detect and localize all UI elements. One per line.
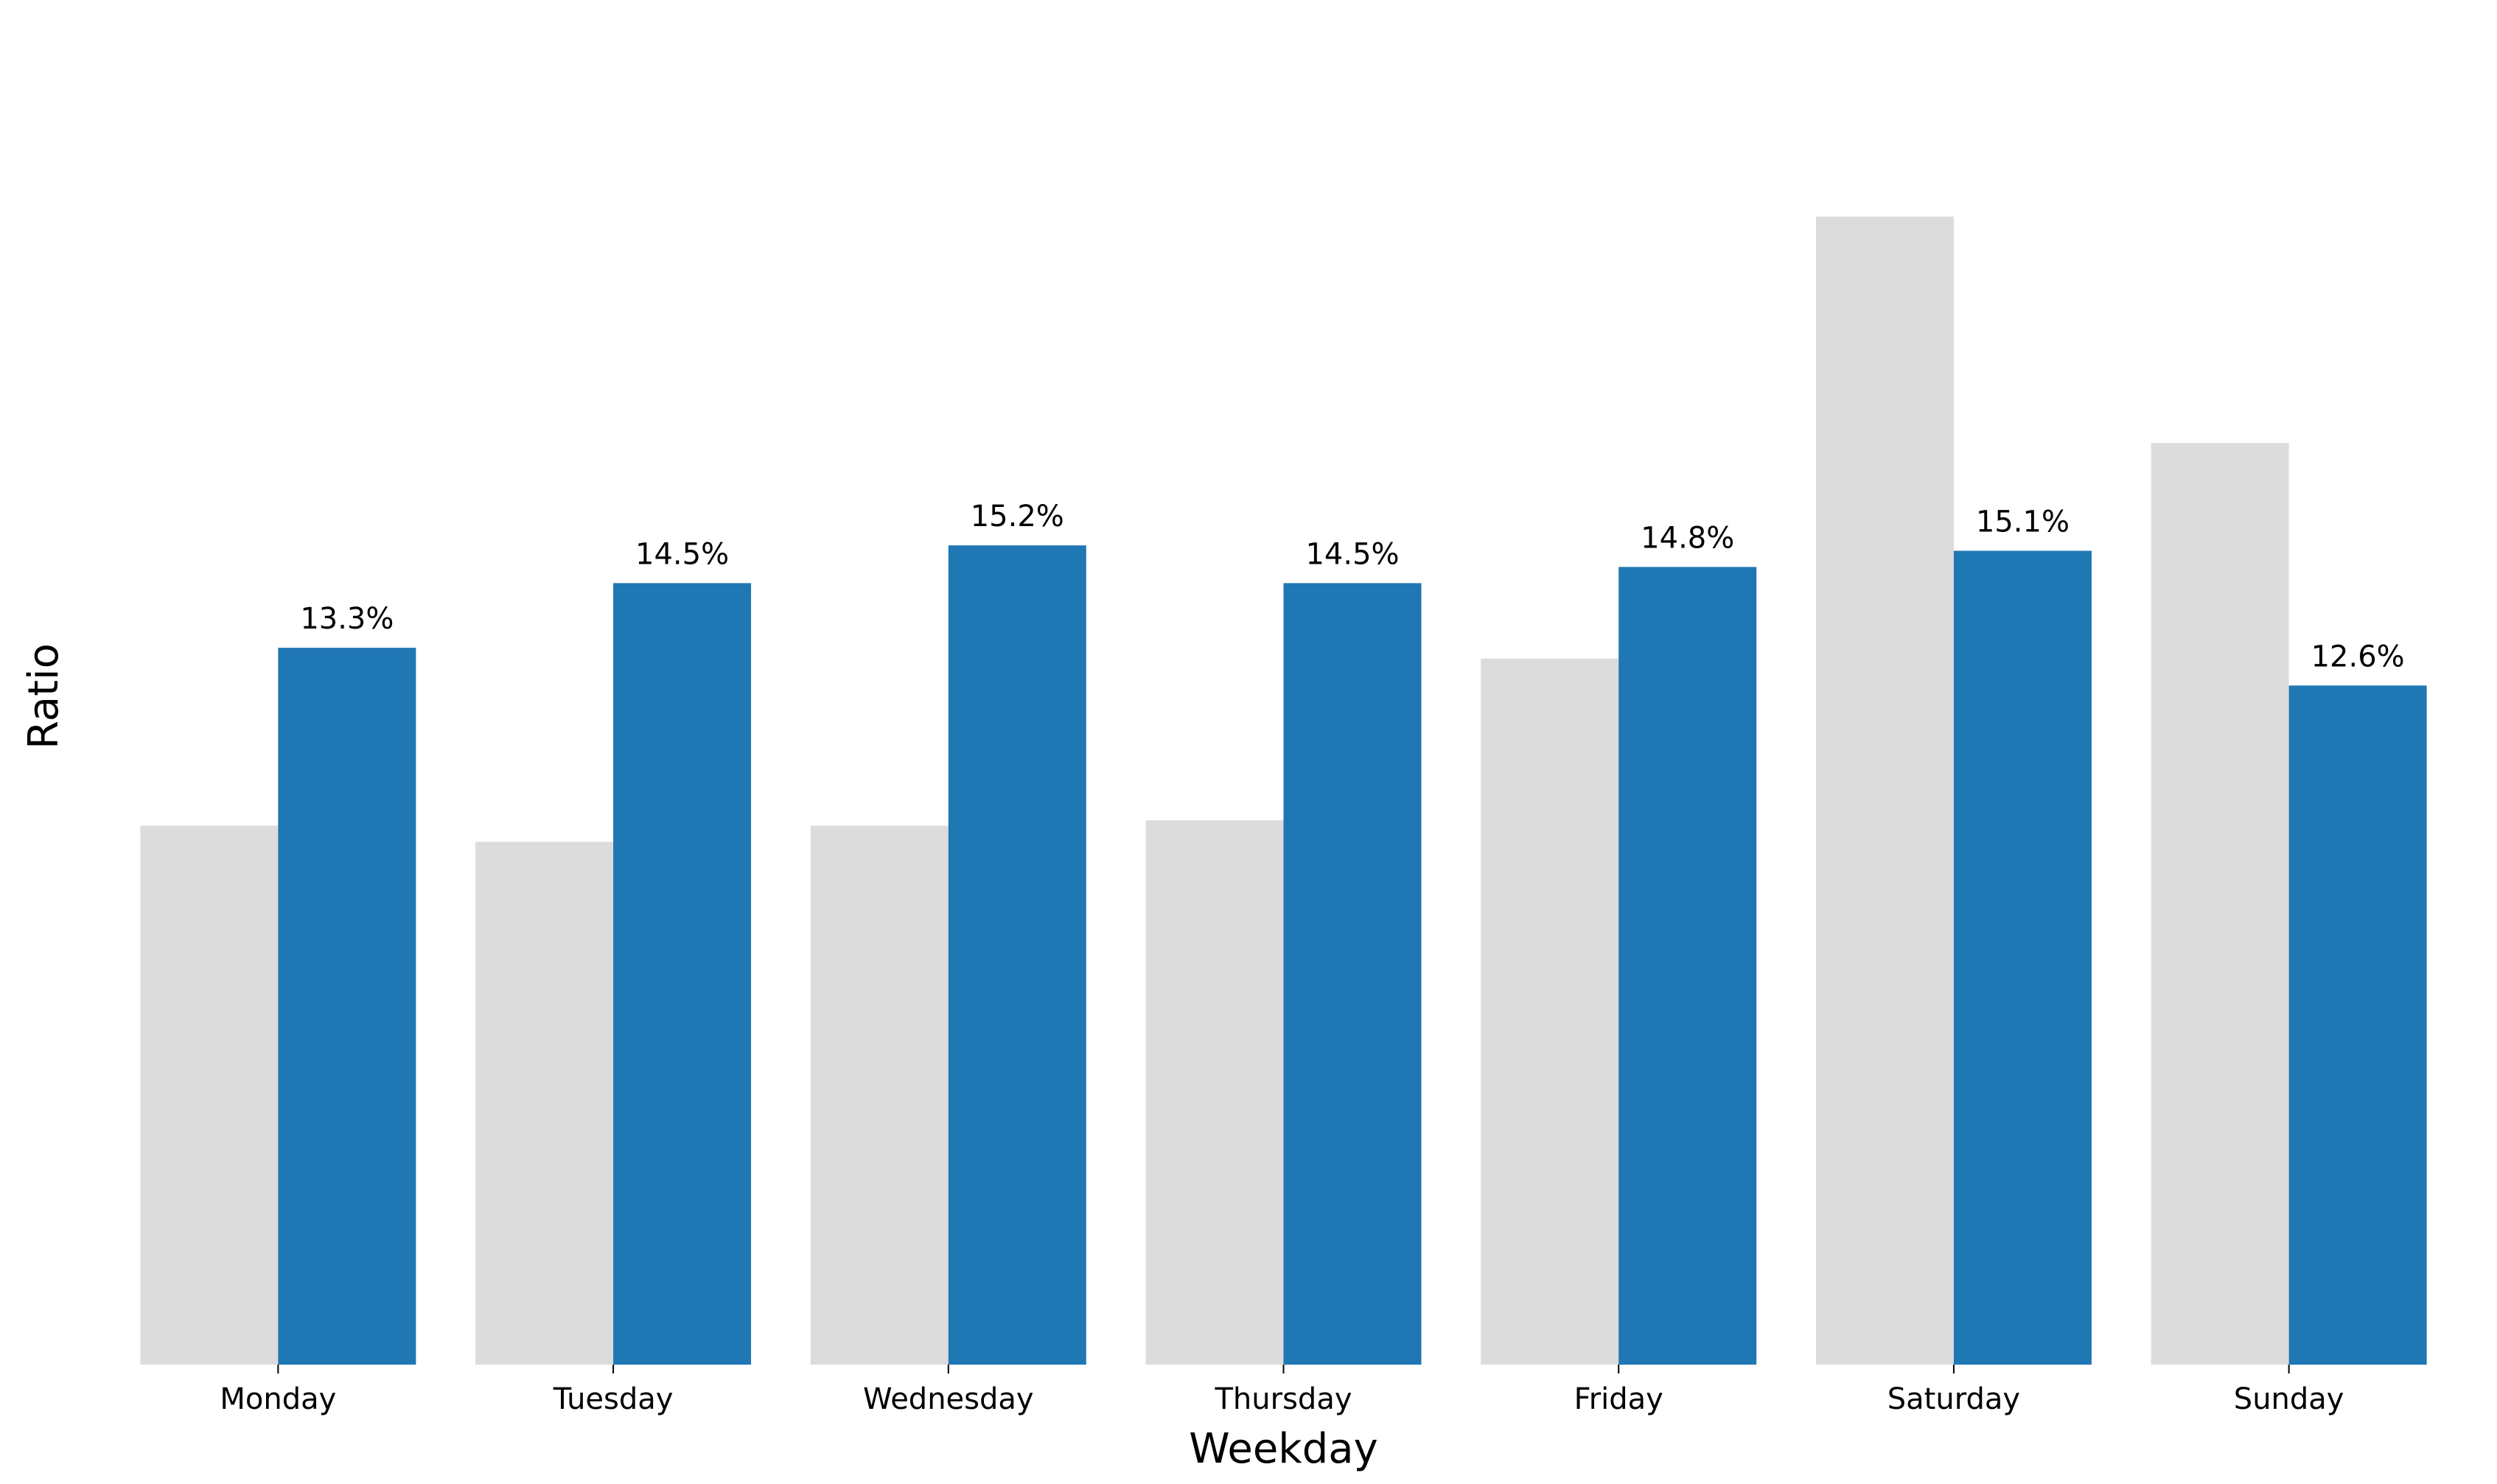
background-bar-tuesday (475, 841, 614, 1365)
background-bar-wednesday (810, 825, 949, 1365)
x-tick-label-wednesday: Wednesday (863, 1382, 1034, 1416)
background-bar-saturday (1815, 216, 1954, 1365)
ratio-bar-wednesday (948, 545, 1086, 1365)
ratio-bar-monday (278, 648, 416, 1365)
x-tick-label-tuesday: Tuesday (553, 1382, 674, 1416)
data-label-friday: 14.8% (1641, 521, 1734, 555)
background-bar-thursday (1145, 820, 1284, 1365)
data-label-saturday: 15.1% (1976, 505, 2070, 539)
x-tick-label-monday: Monday (220, 1382, 336, 1416)
x-axis-title: Weekday (1189, 1425, 1377, 1473)
y-axis-title: Ratio (20, 643, 68, 749)
x-axis: Monday Tuesday Wednesday Thursday Friday Satu… (220, 1365, 2344, 1416)
data-label-wednesday: 15.2% (971, 500, 1064, 533)
ratio-bar-sunday (2288, 685, 2427, 1365)
background-bar-friday (1481, 658, 1619, 1365)
x-tick-label-thursday: Thursday (1215, 1382, 1352, 1416)
data-label-sunday: 12.6% (2311, 640, 2405, 673)
ratio-bar-friday (1618, 567, 1757, 1365)
background-bar-monday (140, 825, 279, 1365)
data-label-thursday: 14.5% (1305, 537, 1399, 571)
background-bar-sunday (2151, 443, 2289, 1365)
data-label-tuesday: 14.5% (635, 537, 729, 571)
data-labels-layer: 13.3% 14.5% 15.2% 14.5% 14.8% 15.1% 12.6% (300, 500, 2404, 673)
data-label-monday: 13.3% (300, 602, 394, 636)
ratio-bar-thursday (1283, 583, 1422, 1365)
x-tick-label-friday: Friday (1574, 1382, 1663, 1416)
x-tick-label-saturday: Saturday (1887, 1382, 2020, 1416)
x-tick-label-sunday: Sunday (2234, 1382, 2344, 1416)
ratio-bar-saturday (1953, 550, 2092, 1365)
bars-layer (140, 216, 2427, 1365)
ratio-bar-tuesday (613, 583, 752, 1365)
